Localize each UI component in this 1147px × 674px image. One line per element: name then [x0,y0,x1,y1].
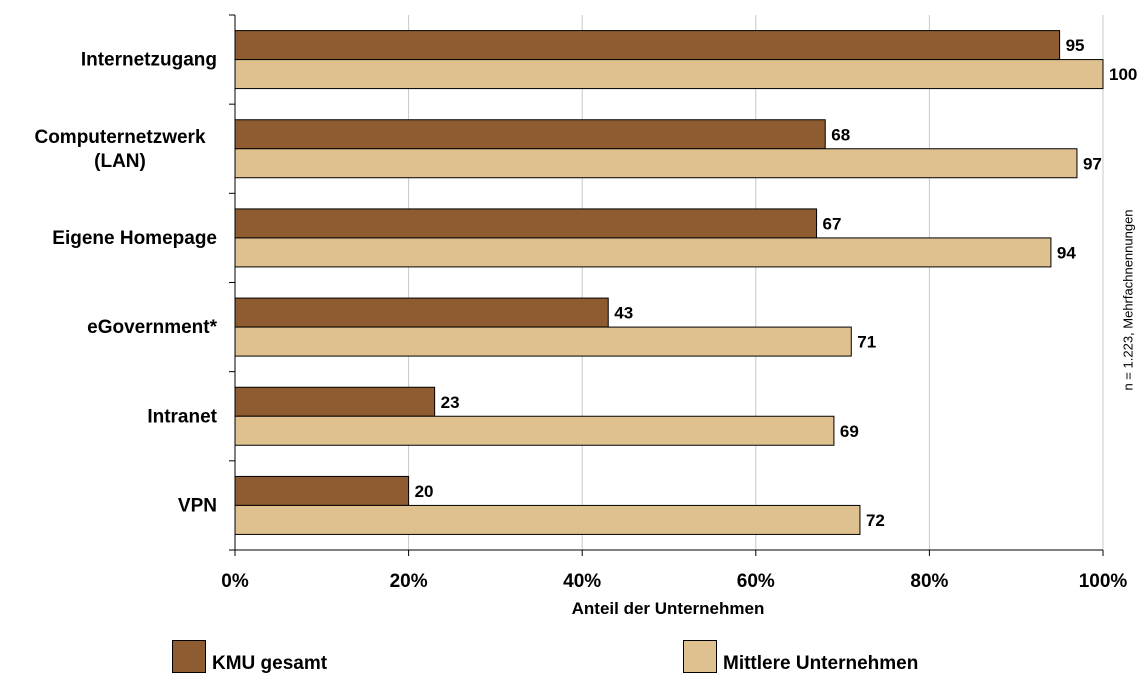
category-label-line: Computernetzwerk [34,127,205,148]
data-label: 67 [823,214,842,233]
category-label: Intranet [147,406,217,427]
bar-kmu [234,475,410,506]
category-label: VPN [178,495,217,516]
bar-mittlere [234,59,1104,90]
legend-item-mittlere: Mittlere Unternehmen [683,640,918,673]
bar-mittlere [234,237,1052,268]
gridlines [408,15,1104,550]
category-label-line: (LAN) [94,151,146,172]
data-label: 69 [840,422,859,441]
x-tick-label: 0% [221,571,249,592]
category-label: Computernetzwerk (LAN) [34,127,205,172]
legend-swatch-kmu [172,640,206,673]
axes [229,14,1104,556]
x-tick-label: 100% [1079,571,1128,592]
category-label-line: Eigene Homepage [52,228,217,249]
category-label: Internetzugang [81,50,217,71]
data-label: 94 [1057,243,1076,262]
x-tick-label: 80% [910,571,948,592]
data-label: 100 [1109,65,1137,84]
x-tick-label: 20% [390,571,428,592]
bar-mittlere [234,148,1078,179]
legend-label-kmu: KMU gesamt [212,653,328,674]
x-tick-label: 60% [737,571,775,592]
bar-mittlere [234,504,861,535]
bar-kmu [234,30,1061,61]
category-label-line: Internetzugang [81,50,217,71]
legend-label-mittlere: Mittlere Unternehmen [723,653,919,674]
data-label: 71 [857,333,876,352]
bars [234,30,1104,535]
data-label: 95 [1066,36,1085,55]
data-label: 68 [831,125,850,144]
category-label-line: Intranet [147,406,217,427]
category-label-line: eGovernment* [87,317,217,338]
x-tick-label: 40% [563,571,601,592]
data-label: 20 [415,482,434,501]
labels: 0% 20% 40% 60% 80% 100% 95 100 Internetzugang 68 9… [34,36,1137,592]
bar-kmu [234,119,826,150]
sample-note: n = 1.223, Mehrfachnennungen [1120,209,1136,391]
category-label: Eigene Homepage [52,228,217,249]
data-label: 43 [614,304,633,323]
bar-kmu [234,386,436,417]
category-label: eGovernment* [87,317,217,338]
category-label-line: VPN [178,495,217,516]
legend-swatch-mittlere [683,640,717,673]
bar-kmu [234,208,818,239]
legend-item-kmu: KMU gesamt [172,640,327,673]
bar-kmu [234,297,609,328]
data-label: 97 [1083,154,1102,173]
x-axis-title: Anteil der Unternehmen [572,599,765,618]
bar-mittlere [234,415,835,446]
bar-mittlere [234,326,852,357]
data-label: 23 [441,393,460,412]
data-label: 72 [866,511,885,530]
